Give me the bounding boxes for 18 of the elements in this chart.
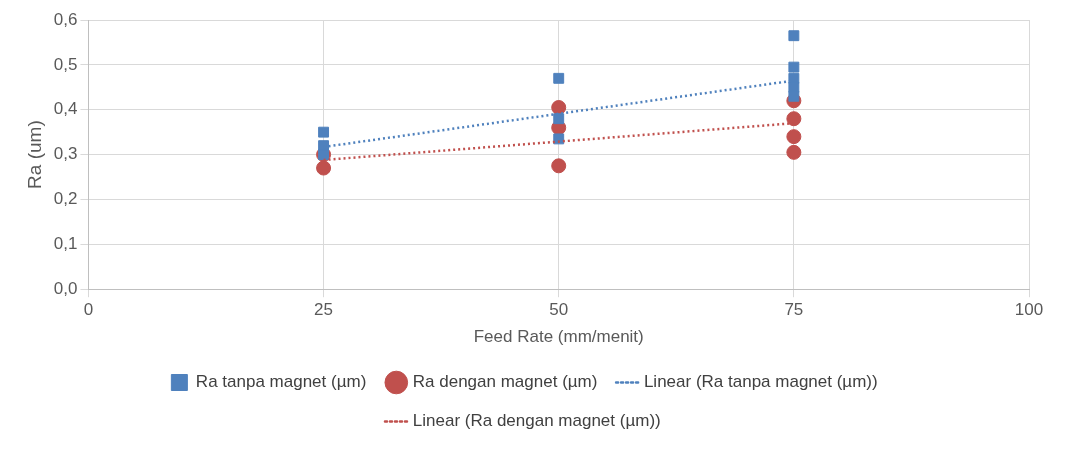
x-tick-label: 25 (314, 300, 334, 320)
legend-label: Ra dengan magnet (µm) (412, 372, 598, 392)
y-tick-label: 0,5 (53, 54, 78, 74)
y-tick-label: 0,2 (53, 189, 78, 209)
x-tick-label: 0 (83, 300, 94, 320)
y-tick-label: 0,4 (53, 99, 78, 119)
y-axis-title: Ra (um) (23, 120, 45, 189)
x-tick-label: 75 (784, 300, 804, 320)
x-tick-label: 50 (549, 300, 569, 320)
legend-label: Linear (Ra tanpa magnet (µm)) (643, 372, 878, 392)
y-tick-label: 0,0 (53, 278, 78, 298)
legend-label: Linear (Ra dengan magnet (µm)) (412, 411, 661, 431)
legend-label: Ra tanpa magnet (µm) (195, 372, 367, 392)
y-tick-label: 0,6 (53, 9, 78, 29)
y-tick-label: 0,3 (53, 144, 78, 164)
y-tick-label: 0,1 (53, 234, 78, 254)
x-axis-title: Feed Rate (mm/menit) (473, 327, 644, 347)
x-tick-label: 100 (1014, 300, 1044, 320)
